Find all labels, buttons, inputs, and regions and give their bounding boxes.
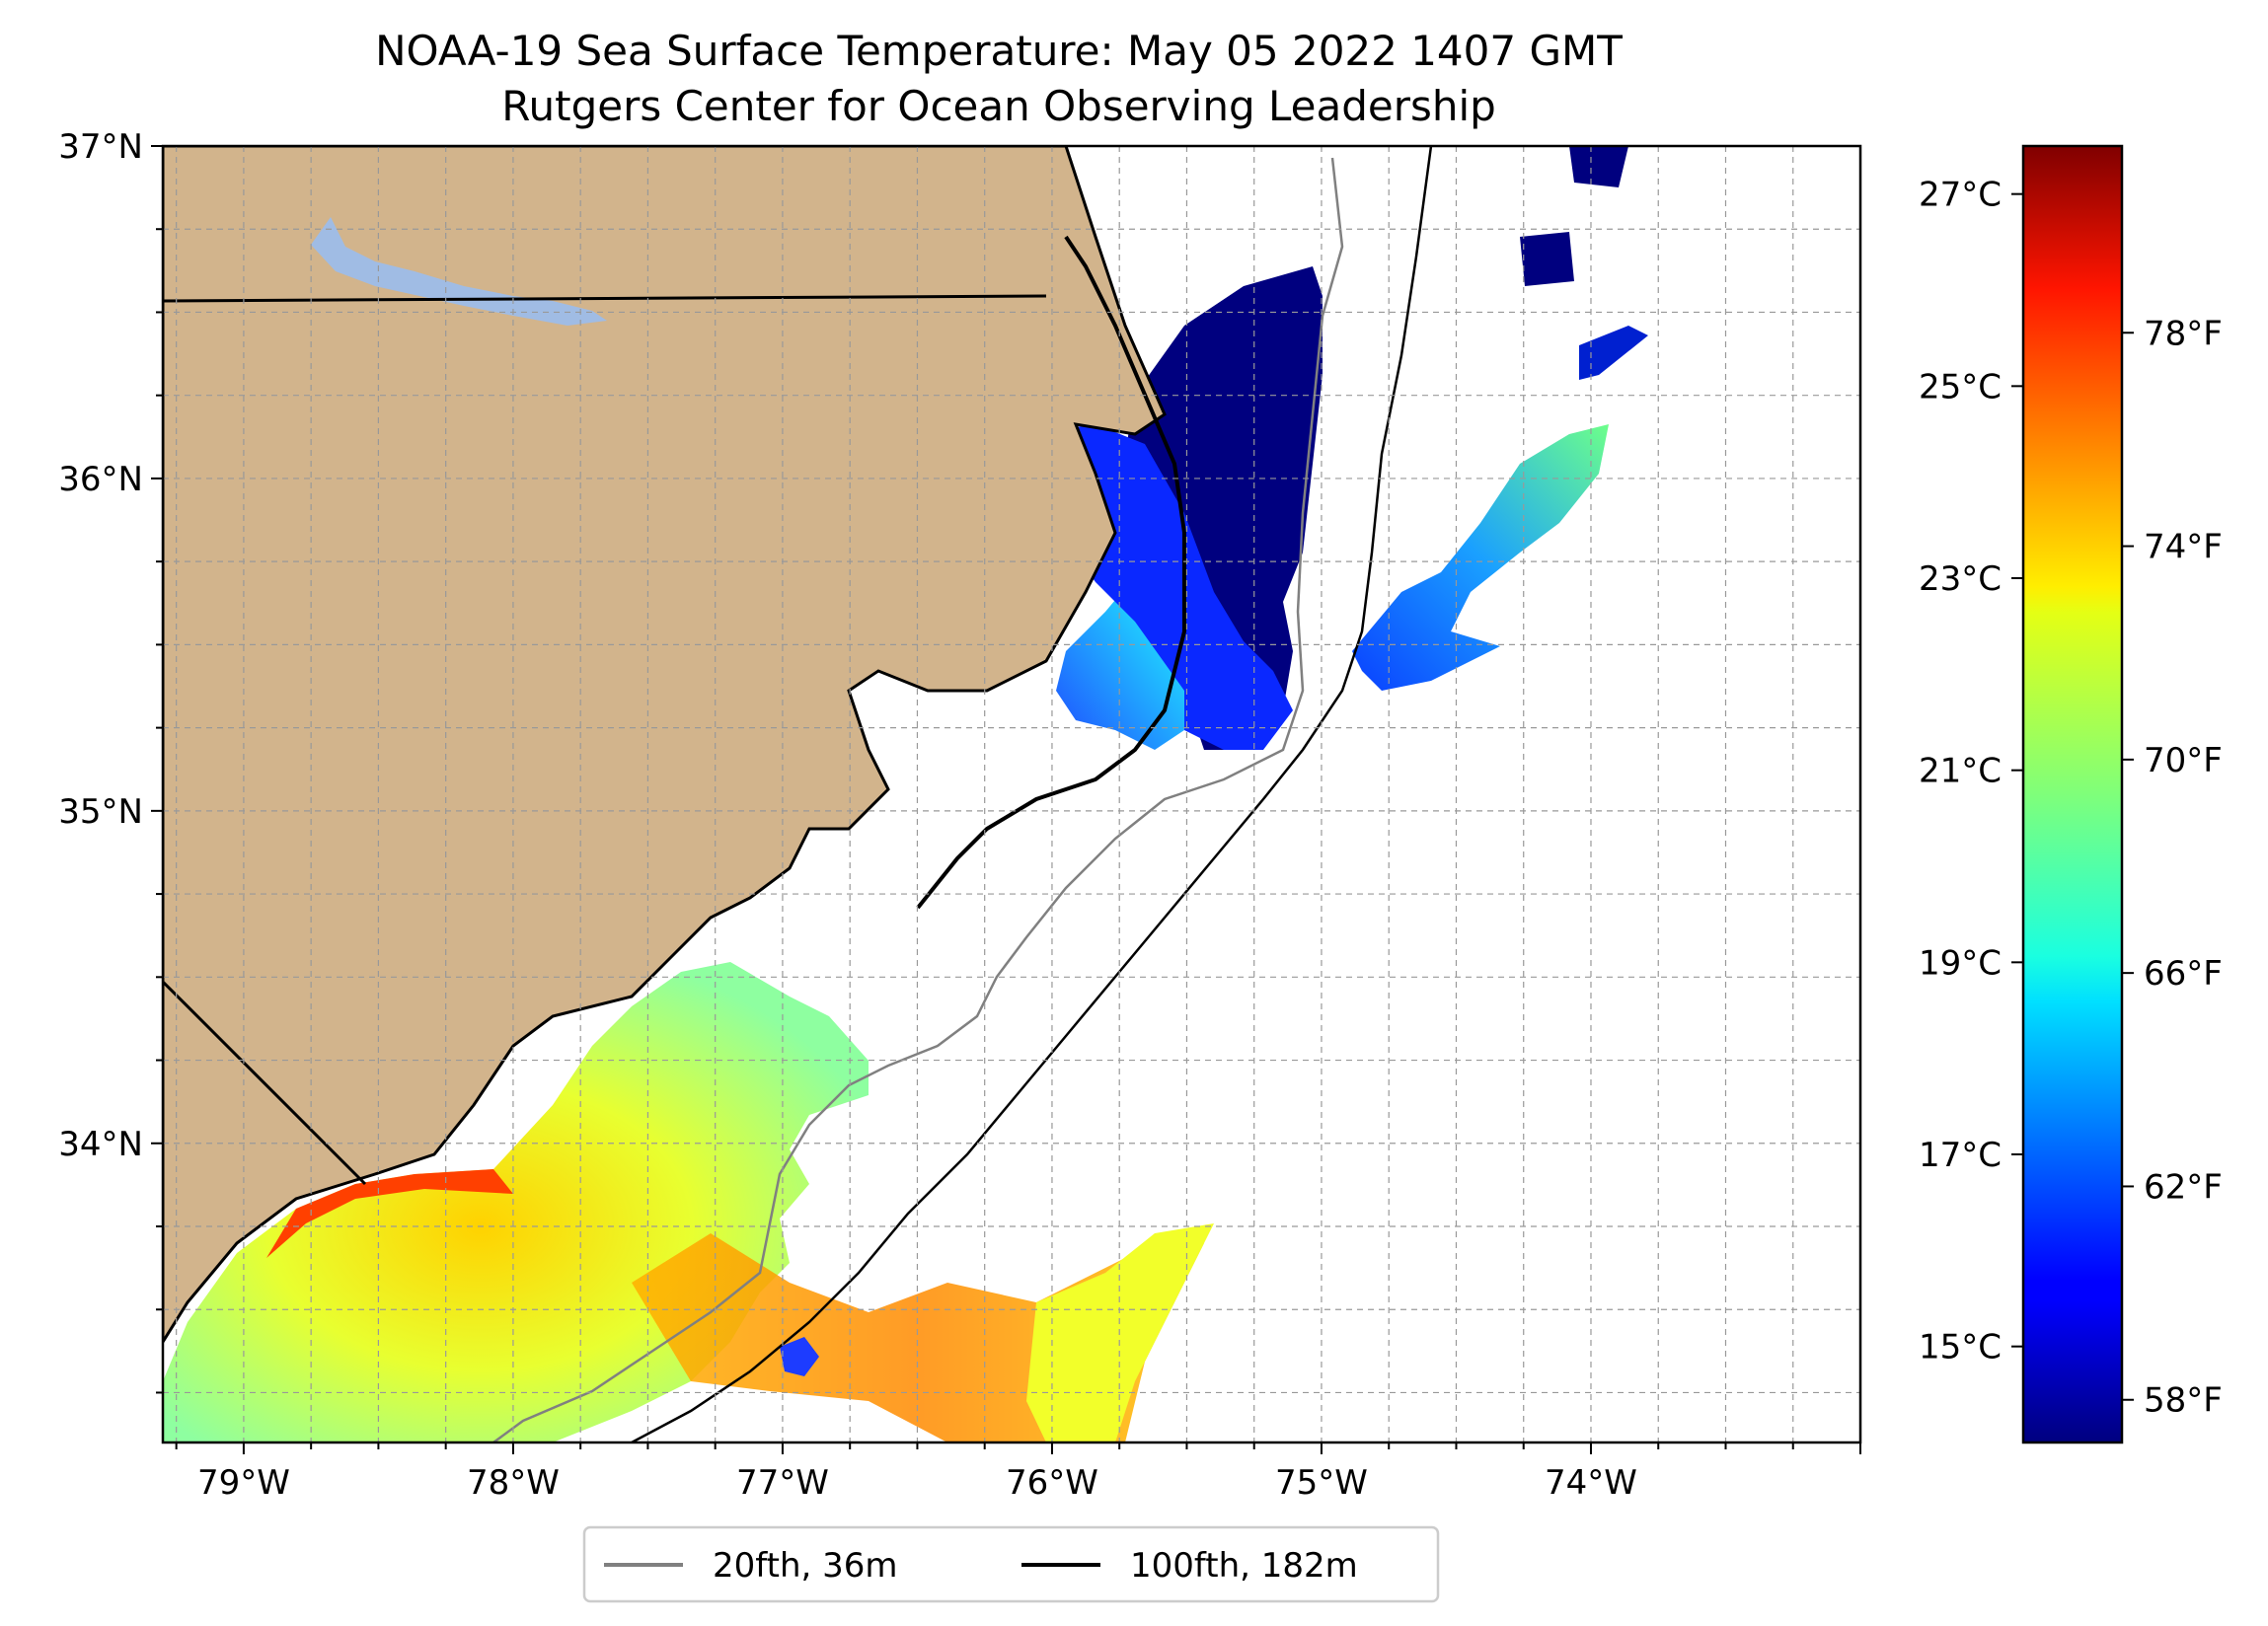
state-border-nc-va bbox=[163, 294, 1047, 303]
fahrenheit-tick-label: 62°F bbox=[2144, 1167, 2223, 1207]
state-border-nc-sc bbox=[163, 980, 367, 1186]
legend-label-20fth: 20fth, 36m bbox=[713, 1546, 898, 1586]
celsius-tick-label: 21°C bbox=[1919, 752, 2002, 791]
legend-box bbox=[582, 1525, 1440, 1603]
map-frame bbox=[161, 144, 1862, 1444]
lon-tick-label: 79°W bbox=[197, 1463, 290, 1503]
lat-tick-label: 36°N bbox=[58, 460, 143, 499]
longitude-axis: 79°W 78°W 77°W 76°W 75°W 74°W bbox=[175, 1442, 1861, 1503]
map-panel bbox=[163, 146, 1860, 1442]
sst-small-cold-2 bbox=[1579, 326, 1648, 380]
lon-tick-label: 77°W bbox=[736, 1463, 829, 1503]
latitude-axis: 37°N 36°N 35°N 34°N bbox=[58, 127, 163, 1394]
isobath-20fth bbox=[492, 157, 1344, 1442]
sst-south-offshore bbox=[1026, 1223, 1214, 1442]
celsius-tick-label: 19°C bbox=[1919, 943, 2002, 983]
celsius-tick-label: 27°C bbox=[1919, 176, 2002, 215]
title-line-1: NOAA-19 Sea Surface Temperature: May 05 … bbox=[375, 27, 1623, 75]
lon-tick-label: 76°W bbox=[1006, 1463, 1098, 1503]
colorbar-celsius-axis: 27°C 25°C 23°C 21°C 19°C 17°C 15°C bbox=[1919, 176, 2023, 1367]
sst-warm-coastal-edge bbox=[266, 1169, 513, 1258]
celsius-tick-label: 25°C bbox=[1919, 367, 2002, 406]
lon-tick-label: 75°W bbox=[1275, 1463, 1368, 1503]
celsius-tick-label: 15°C bbox=[1919, 1328, 2002, 1367]
fahrenheit-tick-label: 78°F bbox=[2144, 314, 2223, 353]
lat-tick-label: 34°N bbox=[58, 1125, 143, 1164]
fahrenheit-tick-label: 66°F bbox=[2144, 954, 2223, 994]
sst-east-swath bbox=[1352, 424, 1609, 691]
celsius-tick-label: 23°C bbox=[1919, 559, 2002, 599]
legend: 20fth, 36m 100fth, 182m bbox=[582, 1525, 1440, 1603]
land-mass bbox=[163, 146, 1167, 1345]
fahrenheit-tick-label: 58°F bbox=[2144, 1381, 2223, 1421]
lon-tick-label: 78°W bbox=[467, 1463, 560, 1503]
lat-tick-label: 35°N bbox=[58, 792, 143, 832]
title-line-2: Rutgers Center for Ocean Observing Leade… bbox=[501, 82, 1496, 130]
fahrenheit-tick-label: 74°F bbox=[2144, 528, 2223, 567]
sst-small-cold-4 bbox=[1569, 146, 1628, 187]
outer-banks bbox=[916, 235, 1186, 910]
sst-north-cold-mass bbox=[1125, 266, 1323, 750]
legend-label-100fth: 100fth, 182m bbox=[1130, 1546, 1358, 1586]
celsius-tick-label: 17°C bbox=[1919, 1136, 2002, 1175]
sst-cold-patch bbox=[780, 1337, 819, 1376]
fahrenheit-tick-label: 70°F bbox=[2144, 741, 2223, 780]
colorbar-gradient bbox=[2021, 144, 2124, 1444]
isobath-100fth bbox=[631, 146, 1433, 1442]
colorbar: 27°C 25°C 23°C 21°C 19°C 17°C 15°C 78°F 74°F 70°… bbox=[1919, 144, 2223, 1444]
colorbar-fahrenheit-axis: 78°F 74°F 70°F 66°F 62°F 58°F bbox=[2122, 314, 2223, 1421]
sst-small-cold-1 bbox=[1520, 232, 1574, 286]
gridlines bbox=[163, 146, 1860, 1442]
lon-tick-label: 74°W bbox=[1545, 1463, 1637, 1503]
lat-tick-label: 37°N bbox=[58, 127, 143, 167]
